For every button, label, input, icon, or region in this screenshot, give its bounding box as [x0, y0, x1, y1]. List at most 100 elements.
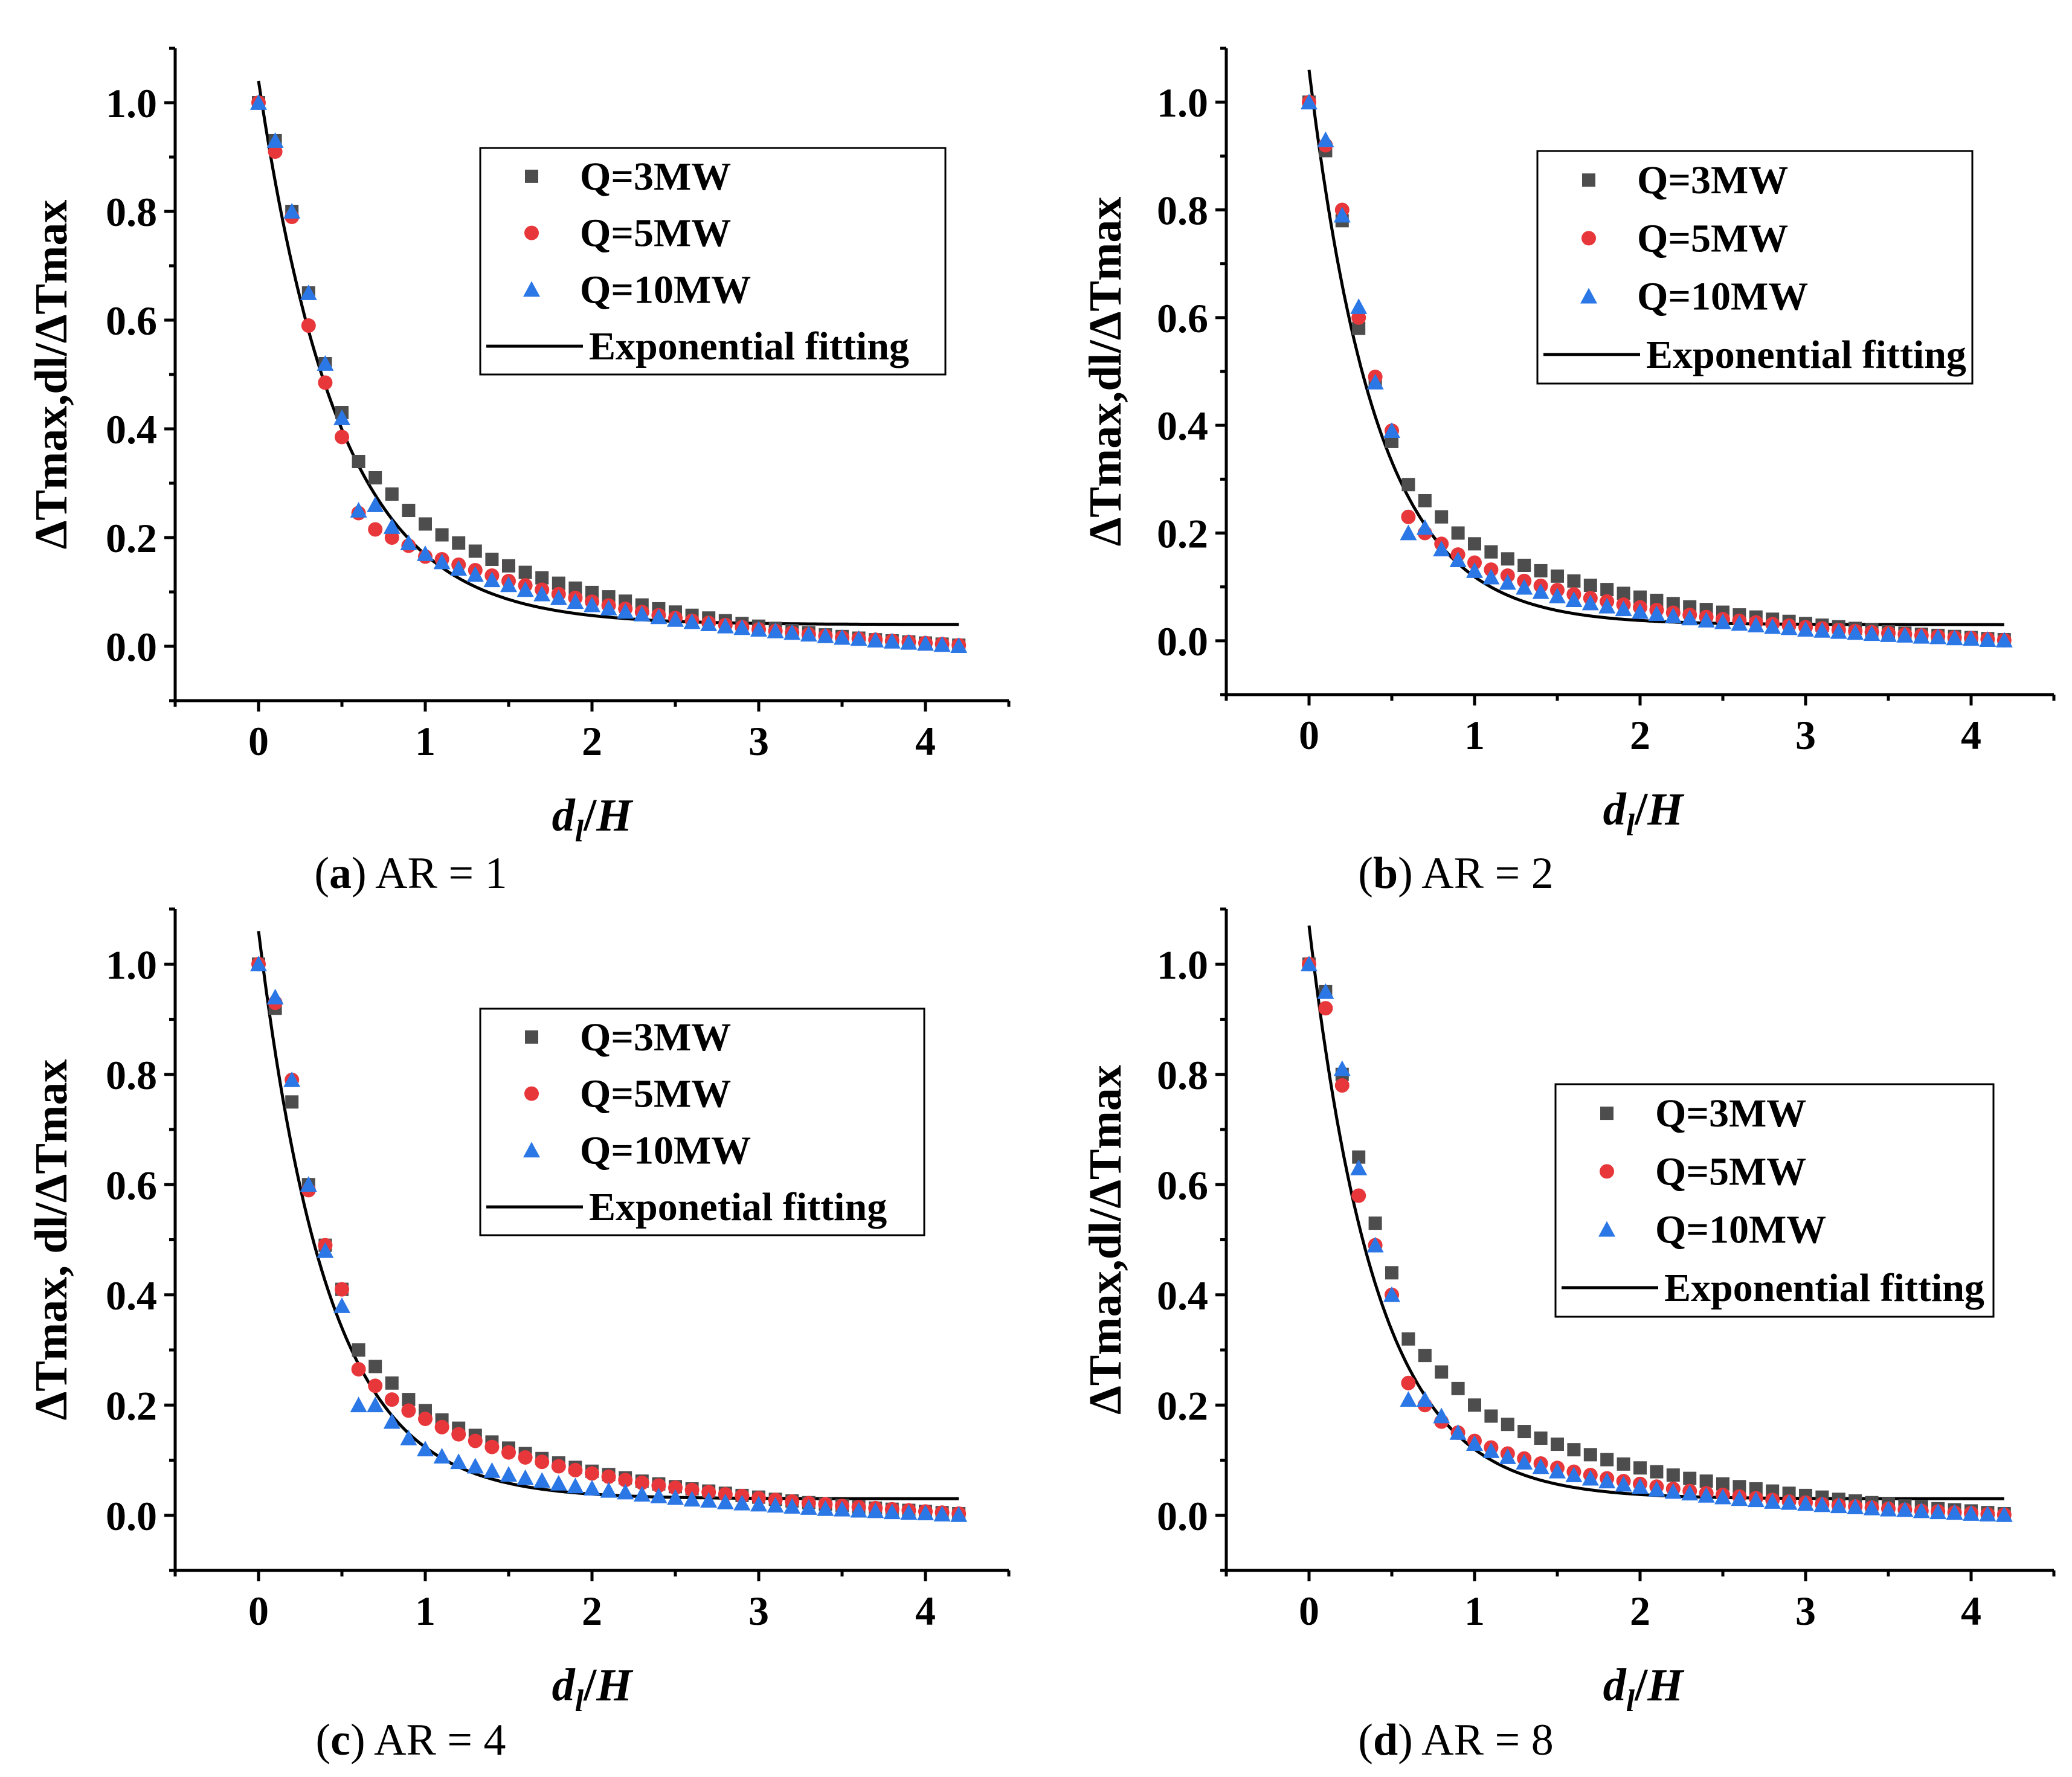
legend-marker [525, 169, 538, 183]
data-point [618, 1473, 633, 1488]
data-point [400, 1430, 417, 1445]
data-point [1913, 1502, 1930, 1518]
y-tick-label: 0.6 [106, 298, 157, 344]
data-point [1813, 1496, 1831, 1512]
data-point [368, 471, 382, 484]
data-point [600, 1482, 617, 1498]
data-point [383, 1413, 401, 1429]
legend: Q=3MW Q=5MW Q=10MW Exponential fitting [1554, 1083, 1995, 1318]
data-point [585, 1466, 599, 1481]
fit-curve [257, 80, 959, 626]
data-point [1517, 559, 1531, 572]
data-point [1963, 1505, 1980, 1521]
data-point [367, 496, 384, 512]
data-point [617, 603, 634, 619]
data-point [433, 553, 451, 570]
data-point [917, 635, 934, 651]
x-tick-label: 4 [1961, 1588, 1981, 1634]
data-point [418, 1412, 433, 1427]
data-point [1664, 607, 1682, 623]
x-tick-label: 2 [1630, 1588, 1650, 1634]
y-tick-label: 0.4 [106, 1273, 157, 1319]
y-tick-label: 0.6 [1157, 1162, 1208, 1208]
data-point [367, 1396, 384, 1413]
chart-panel-b: 0 1 2 3 4 0.0 0.2 0.4 0.6 0.8 1.0 dl/H ΔTmax,dl/ΔTma… [1080, 47, 2056, 898]
data-point [317, 355, 334, 371]
x-tick-label: 0 [248, 718, 269, 764]
data-point [1435, 510, 1449, 524]
data-point [552, 576, 565, 590]
data-point [1764, 618, 1781, 634]
data-point [1731, 615, 1748, 631]
data-point [484, 1439, 500, 1454]
data-point [551, 1459, 566, 1474]
data-point [402, 504, 416, 517]
y-tick-label: 0.6 [106, 1162, 157, 1208]
data-point [567, 593, 584, 609]
data-point [400, 535, 417, 550]
data-point [1565, 591, 1583, 607]
data-point [1780, 1494, 1798, 1510]
legend-frame [479, 1007, 925, 1236]
data-point [550, 589, 567, 605]
data-point [350, 502, 367, 518]
series-3 [1301, 956, 2013, 1522]
x-tick-label: 0 [248, 1588, 269, 1634]
data-point [1979, 1505, 1996, 1522]
data-point [483, 571, 501, 588]
legend-label: Q=10MW [580, 268, 751, 312]
data-point [834, 629, 851, 645]
y-tick-label: 0.8 [1157, 188, 1208, 234]
data-point [1747, 616, 1765, 632]
data-point [1532, 1458, 1549, 1474]
data-point [1385, 434, 1398, 448]
x-tick-label: 1 [1464, 1588, 1485, 1634]
x-tick-label: 4 [1961, 712, 1981, 758]
data-point [1352, 1150, 1366, 1164]
x-tick-label: 1 [1464, 712, 1485, 758]
legend-label: Q=3MW [1637, 158, 1788, 202]
data-point [767, 622, 784, 638]
data-point [318, 375, 333, 390]
data-point [533, 585, 551, 602]
data-point [1681, 1485, 1699, 1501]
data-point [1946, 629, 1963, 646]
data-point [1896, 1501, 1914, 1517]
data-point [1714, 613, 1731, 629]
data-point [266, 132, 284, 148]
data-point [1780, 619, 1798, 635]
data-point [567, 1477, 584, 1494]
data-point [1963, 630, 1980, 646]
y-axis-title: ΔTmax,dl/ΔTmax [1080, 1065, 1131, 1415]
data-point [1830, 623, 1847, 639]
data-point [1979, 631, 1996, 647]
x-tick-label: 4 [915, 718, 936, 764]
x-tick-label: 3 [1795, 712, 1816, 758]
data-point [600, 600, 617, 615]
data-point [268, 144, 283, 159]
data-point [1813, 622, 1831, 638]
data-point [584, 1480, 600, 1496]
data-point [1301, 94, 1318, 110]
data-point [1648, 605, 1665, 622]
data-point [485, 553, 499, 566]
x-tick-label: 3 [748, 718, 769, 764]
data-point [1929, 628, 1947, 644]
data-point [617, 1483, 634, 1500]
data-point [1501, 1418, 1514, 1432]
data-point [1468, 1398, 1481, 1412]
data-point [1731, 1490, 1748, 1506]
data-point [1863, 625, 1881, 641]
data-point [1383, 1286, 1400, 1302]
data-point [434, 1419, 449, 1435]
legend-label: Q=3MW [580, 1015, 731, 1059]
data-point [451, 1427, 466, 1442]
data-point [1499, 1448, 1516, 1464]
x-tick-label: 2 [582, 1588, 602, 1634]
data-point [333, 1297, 350, 1313]
x-tick-label: 2 [582, 718, 602, 764]
data-point [516, 581, 534, 597]
data-point [518, 565, 532, 579]
data-point [1747, 1491, 1765, 1508]
data-point [1565, 1467, 1583, 1483]
